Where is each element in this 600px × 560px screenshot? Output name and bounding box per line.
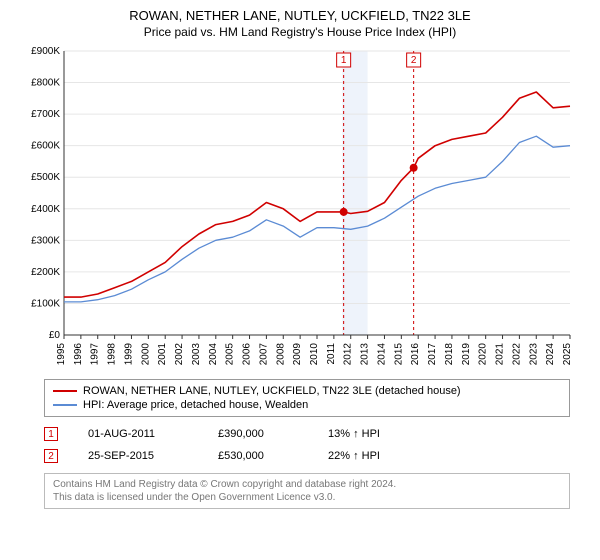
svg-text:2015: 2015 [393, 343, 404, 366]
svg-text:1: 1 [341, 55, 347, 66]
svg-text:1998: 1998 [107, 343, 118, 366]
event-price: £390,000 [218, 428, 298, 440]
svg-text:2: 2 [411, 55, 417, 66]
svg-text:2023: 2023 [528, 343, 539, 366]
page-subtitle: Price paid vs. HM Land Registry's House … [0, 23, 600, 45]
svg-text:£100K: £100K [31, 298, 60, 309]
legend-swatch [53, 404, 77, 406]
svg-text:2006: 2006 [242, 343, 253, 366]
svg-text:2022: 2022 [511, 343, 522, 366]
svg-text:2021: 2021 [495, 343, 506, 366]
svg-text:£400K: £400K [31, 204, 60, 215]
svg-text:2002: 2002 [174, 343, 185, 366]
svg-text:£200K: £200K [31, 267, 60, 278]
line-chart-svg: £0 £100K £200K £300K £400K £500K £600K £700K £80… [20, 45, 580, 375]
svg-text:2017: 2017 [427, 343, 438, 366]
svg-text:2019: 2019 [461, 343, 472, 366]
svg-text:2000: 2000 [140, 343, 151, 366]
svg-text:2013: 2013 [360, 343, 371, 366]
svg-text:2005: 2005 [225, 343, 236, 366]
event-marker: 2 [44, 449, 58, 463]
footer-line-2: This data is licensed under the Open Gov… [53, 491, 561, 504]
event-date: 01-AUG-2011 [88, 428, 188, 440]
svg-text:2025: 2025 [562, 343, 573, 366]
svg-text:2020: 2020 [478, 343, 489, 366]
page-title: ROWAN, NETHER LANE, NUTLEY, UCKFIELD, TN… [0, 0, 600, 23]
legend-swatch [53, 390, 77, 392]
svg-text:2018: 2018 [444, 343, 455, 366]
svg-text:1995: 1995 [56, 343, 67, 366]
svg-text:2012: 2012 [343, 343, 354, 366]
svg-text:£900K: £900K [31, 46, 60, 57]
legend-label: HPI: Average price, detached house, Weal… [83, 399, 308, 411]
svg-text:2016: 2016 [410, 343, 421, 366]
chart-area: £0 £100K £200K £300K £400K £500K £600K £700K £80… [20, 45, 580, 375]
svg-text:£0: £0 [49, 330, 61, 341]
svg-text:2009: 2009 [292, 343, 303, 366]
svg-text:1999: 1999 [123, 343, 134, 366]
svg-text:2003: 2003 [191, 343, 202, 366]
svg-text:2008: 2008 [275, 343, 286, 366]
event-row: 2 25-SEP-2015 £530,000 22% ↑ HPI [44, 445, 570, 467]
event-price: £530,000 [218, 450, 298, 462]
svg-text:1996: 1996 [73, 343, 84, 366]
legend: ROWAN, NETHER LANE, NUTLEY, UCKFIELD, TN… [44, 379, 570, 417]
svg-text:2014: 2014 [376, 343, 387, 366]
legend-row: ROWAN, NETHER LANE, NUTLEY, UCKFIELD, TN… [53, 384, 561, 398]
svg-text:£300K: £300K [31, 235, 60, 246]
svg-text:£500K: £500K [31, 172, 60, 183]
footer-attribution: Contains HM Land Registry data © Crown c… [44, 473, 570, 509]
event-hpi: 13% ↑ HPI [328, 428, 428, 440]
svg-text:£600K: £600K [31, 141, 60, 152]
chart-container: ROWAN, NETHER LANE, NUTLEY, UCKFIELD, TN… [0, 0, 600, 560]
legend-label: ROWAN, NETHER LANE, NUTLEY, UCKFIELD, TN… [83, 385, 461, 397]
event-marker: 1 [44, 427, 58, 441]
svg-text:2007: 2007 [258, 343, 269, 366]
legend-row: HPI: Average price, detached house, Weal… [53, 398, 561, 412]
svg-text:£700K: £700K [31, 109, 60, 120]
events-table: 1 01-AUG-2011 £390,000 13% ↑ HPI 2 25-SEP-201… [44, 423, 570, 467]
svg-text:2024: 2024 [545, 343, 556, 366]
svg-text:2001: 2001 [157, 343, 168, 366]
svg-text:£800K: £800K [31, 78, 60, 89]
svg-text:2010: 2010 [309, 343, 320, 366]
footer-line-1: Contains HM Land Registry data © Crown c… [53, 478, 561, 491]
event-date: 25-SEP-2015 [88, 450, 188, 462]
svg-text:2011: 2011 [326, 343, 337, 365]
svg-text:1997: 1997 [90, 343, 101, 366]
svg-text:2004: 2004 [208, 343, 219, 366]
event-row: 1 01-AUG-2011 £390,000 13% ↑ HPI [44, 423, 570, 445]
event-hpi: 22% ↑ HPI [328, 450, 428, 462]
